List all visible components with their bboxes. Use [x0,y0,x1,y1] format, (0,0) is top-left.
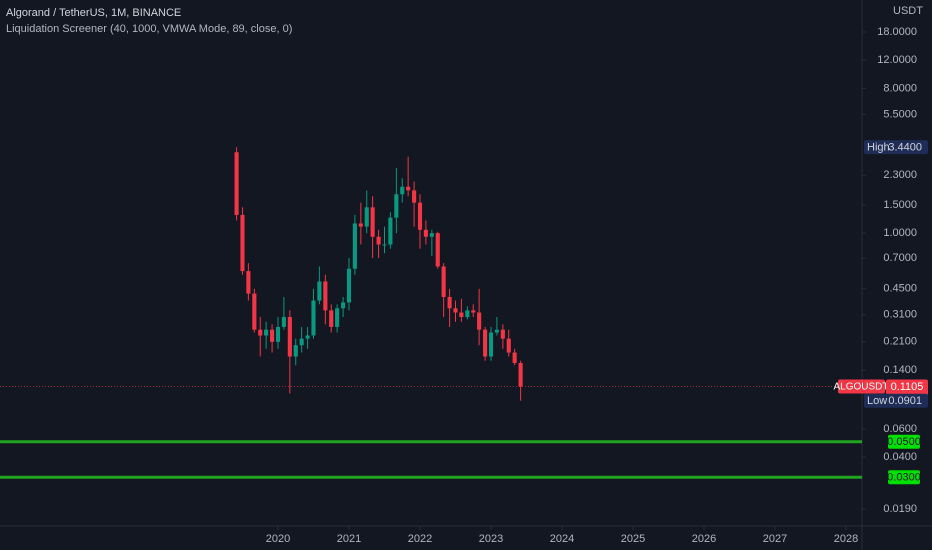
candle-body [275,326,281,342]
candle-body [234,152,239,215]
candle-body [477,312,482,330]
candle-body [429,233,434,237]
y-tick-label: 0.1400 [883,364,917,376]
y-tick-label: 0.2100 [883,336,917,348]
y-tick-label: 0.0600 [883,423,917,435]
candle-body [382,244,387,246]
y-tick-label: 0.7000 [883,252,917,264]
candle-body [287,316,292,357]
candle-body [281,316,286,327]
candle-body [305,335,310,339]
candle-body [512,352,517,363]
last-price-label: 0.1105 [891,381,924,393]
chart-title: Algorand / TetherUS, 1M, BINANCE [6,7,181,19]
symbol-label: ALGOUSDT [833,382,888,393]
y-tick-label: 0.4500 [883,283,917,295]
high-marker-name: High [867,142,890,154]
candle-body [412,190,417,203]
candle-body [293,345,298,357]
x-tick-label: 2023 [479,533,503,545]
candle-body [423,229,428,237]
axis-unit: USDT [893,5,923,17]
low-marker-name: Low [867,395,887,407]
candle-body [435,233,440,267]
candle-body [323,281,328,311]
y-tick-label: 1.5000 [883,199,917,211]
low-marker-box [864,393,928,408]
candle-body [465,310,470,317]
high-marker-box [864,140,928,155]
candle-body [488,332,494,357]
y-tick-label: 5.5000 [883,108,917,120]
indicator-label: Liquidation Screener (40, 1000, VMWA Mod… [6,23,292,35]
y-tick-label: 8.0000 [883,82,917,94]
x-tick-label: 2028 [834,533,858,545]
y-tick-label: 0.3100 [883,309,917,321]
x-tick-label: 2022 [408,533,432,545]
candle-body [258,329,263,336]
candle-body [346,268,352,303]
candle-body [441,266,446,297]
x-tick-label: 2026 [692,533,716,545]
level-label: 0.0500 [887,436,921,448]
candle-body [483,329,488,357]
level-label: 0.0300 [887,472,921,484]
candle-body [471,310,476,313]
candle-body [358,223,363,227]
low-marker-label: 0.0901 [888,395,922,407]
candle-body [506,338,511,353]
candle-body [270,329,275,342]
candle-body [264,329,269,336]
y-tick-label: 12.0000 [877,54,917,66]
y-tick-label: 18.0000 [877,26,917,38]
candle-body [394,194,399,218]
x-tick-label: 2025 [621,533,645,545]
candle-body [459,312,464,317]
candle-body [252,293,257,330]
candle-body [299,338,304,346]
candle-body [370,207,375,237]
candle-body [500,329,505,339]
symbol-box [838,379,885,394]
high-marker-label: 3.4400 [888,142,922,154]
candle-body [352,223,357,269]
candle-body [376,236,381,245]
candle-body [246,271,251,294]
y-tick-label: 2.3000 [883,169,917,181]
x-tick-label: 2027 [763,533,787,545]
candle-body [447,296,452,309]
candle-body [494,329,499,333]
candle-body [453,308,458,313]
x-tick-label: 2020 [266,533,290,545]
level-label-box [888,470,920,485]
candle-body [400,186,405,195]
x-tick-label: 2024 [550,533,574,545]
y-tick-label: 0.0400 [883,451,917,463]
candle-body [364,207,369,227]
candle-body [240,214,245,272]
candle-body [518,362,523,387]
candle-body [317,281,322,301]
candle-body [388,217,393,245]
candle-body [341,302,346,309]
candle-body [335,308,340,327]
y-tick-label: 0.0190 [883,503,917,515]
y-tick-label: 1.0000 [883,227,917,239]
candle-body [417,202,423,230]
level-label-box [888,434,920,449]
candle-body [329,310,334,327]
candle-body [311,300,316,336]
x-tick-label: 2021 [337,533,361,545]
candle-body [406,186,411,191]
